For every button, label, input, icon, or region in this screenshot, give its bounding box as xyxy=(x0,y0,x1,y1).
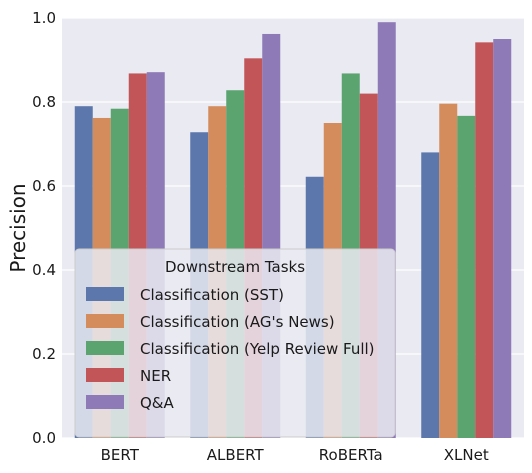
y-tick-label: 1.0 xyxy=(32,9,56,27)
y-axis-label: Precision xyxy=(6,183,30,272)
legend-items: Classification (SST) Classification (AG's… xyxy=(86,286,375,412)
bar xyxy=(475,42,494,439)
x-tick-label: ALBERT xyxy=(207,446,265,464)
legend-label: Q&A xyxy=(140,394,175,412)
y-tick-label: 0.2 xyxy=(32,345,56,363)
legend-title: Downstream Tasks xyxy=(165,258,305,276)
y-tick-label: 0.0 xyxy=(32,429,56,447)
bar xyxy=(439,103,458,439)
y-tick-labels: 0.0 0.2 0.4 0.6 0.8 1.0 xyxy=(32,9,56,447)
legend-box xyxy=(74,248,396,438)
legend: Downstream Tasks Classification (SST)Cla… xyxy=(74,248,396,438)
bar xyxy=(493,39,512,438)
y-tick-label: 0.8 xyxy=(32,93,56,111)
bar xyxy=(421,152,440,438)
legend-swatch xyxy=(86,395,124,409)
legend-swatch xyxy=(86,368,124,382)
legend-swatch xyxy=(86,314,124,328)
legend-label: Classification (SST) xyxy=(140,286,284,304)
x-tick-label: RoBERTa xyxy=(319,446,383,464)
bar xyxy=(457,115,476,439)
legend-label: NER xyxy=(140,367,171,385)
legend-label: Classification (AG's News) xyxy=(140,313,335,331)
y-tick-label: 0.6 xyxy=(32,177,56,195)
x-tick-label: XLNet xyxy=(444,446,489,464)
legend-swatch xyxy=(86,287,124,301)
x-tick-label: BERT xyxy=(101,446,140,464)
y-tick-label: 0.4 xyxy=(32,261,56,279)
x-tick-labels: BERT ALBERT RoBERTa XLNet xyxy=(101,446,489,464)
legend-label: Classification (Yelp Review Full) xyxy=(140,340,375,358)
legend-swatch xyxy=(86,341,124,355)
